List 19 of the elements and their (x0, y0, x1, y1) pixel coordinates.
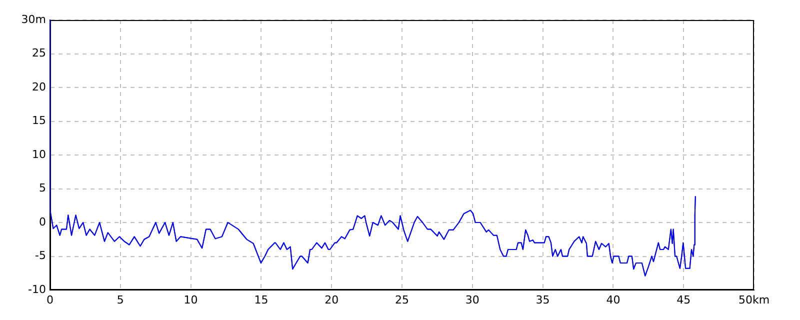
x-tick-label: 5 (116, 293, 124, 306)
y-tick-label: -5 (35, 249, 46, 262)
y-tick-label: 15 (32, 114, 46, 128)
x-tick-label: 50km (738, 293, 770, 306)
y-tick-label: 5 (39, 182, 46, 195)
y-tick-label: 30m (21, 12, 46, 26)
x-tick-label: 40 (606, 293, 620, 306)
x-tick-label: 30 (465, 293, 480, 306)
x-tick-label: 20 (324, 293, 339, 306)
y-tick-label: 20 (32, 80, 46, 94)
y-tick-label: 25 (32, 46, 46, 60)
y-tick-label: -10 (28, 282, 46, 296)
x-tick-label: 10 (184, 293, 198, 306)
x-tick-label: 15 (254, 293, 268, 306)
x-tick-label: 35 (536, 293, 550, 306)
y-tick-label: 0 (39, 215, 46, 228)
y-tick-label: 10 (32, 148, 46, 161)
x-tick-label: 25 (395, 293, 409, 306)
x-tick-label: 45 (676, 293, 691, 306)
